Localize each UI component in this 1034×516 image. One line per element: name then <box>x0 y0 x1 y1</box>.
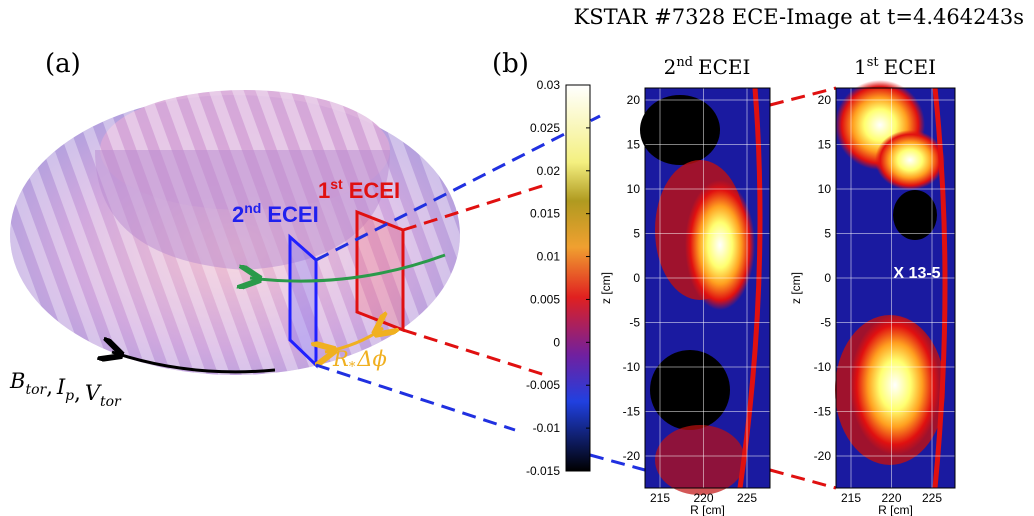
separator: , <box>74 381 81 405</box>
y-tick-label: 10 <box>627 182 641 196</box>
flow-label: Btor,Ip,Vtor <box>9 369 122 410</box>
subscript: tor <box>25 382 47 398</box>
colorbar-tick-label: -0.015 <box>526 464 560 478</box>
annotation: X 13-5 <box>893 265 940 282</box>
y-tick-label: -20 <box>623 449 641 463</box>
y-tick-label: 0 <box>633 271 640 285</box>
y-tick-label: 10 <box>818 182 832 196</box>
y-axis-label: z [cm] <box>789 272 803 304</box>
colorbar <box>566 85 590 471</box>
panel-label: (a) <box>45 49 81 79</box>
x-tick-label: 225 <box>922 491 942 505</box>
colorbar-tick-label: 0 <box>553 335 560 349</box>
y-tick-label: 20 <box>818 93 832 107</box>
y-tick-label: 0 <box>824 271 831 285</box>
x-axis-label: R [cm] <box>690 503 725 516</box>
colorbar-tick-label: 0.015 <box>530 207 560 221</box>
shift-label: R*Δϕ <box>332 347 387 375</box>
page: KSTAR #7328 ECE-Image at t=4.464243s (a)… <box>0 0 1034 516</box>
x-tick-label: 215 <box>650 491 670 505</box>
colorbar-tick-label: -0.01 <box>533 421 561 435</box>
title: KSTAR #7328 ECE-Image at t=4.464243s <box>574 5 1024 29</box>
y-tick-label: 20 <box>627 93 641 107</box>
subscript: tor <box>100 394 122 410</box>
colorbar-tick-label: 0.01 <box>537 250 561 264</box>
y-tick-label: -10 <box>814 360 832 374</box>
separator: , <box>46 375 53 399</box>
y-tick-label: -10 <box>623 360 641 374</box>
x-axis-label: R [cm] <box>878 503 913 516</box>
y-tick-label: 15 <box>818 138 832 152</box>
second-plane <box>290 237 316 365</box>
figure: KSTAR #7328 ECE-Image at t=4.464243s (a)… <box>0 0 1034 516</box>
y-tick-label: 5 <box>824 227 831 241</box>
colorbar-tick-label: 0.03 <box>537 78 561 92</box>
y-tick-label: 15 <box>627 138 641 152</box>
y-tick-label: -15 <box>814 405 832 419</box>
colorbar-tick-label: -0.005 <box>526 378 560 392</box>
image-1st <box>835 80 955 488</box>
subscript: p <box>65 388 74 404</box>
symbol: B <box>9 369 25 393</box>
y-tick-label: -5 <box>820 316 831 330</box>
y-tick-label: -15 <box>623 405 641 419</box>
panel-label: (b) <box>492 49 529 79</box>
colorbar-tick-label: 0.025 <box>530 121 560 135</box>
colorbar-tick-label: 0.02 <box>537 164 561 178</box>
y-tick-label: 5 <box>633 227 640 241</box>
colorbar-tick-label: 0.005 <box>530 292 560 306</box>
y-axis-label: z [cm] <box>599 272 613 304</box>
x-tick-label: 225 <box>737 491 757 505</box>
y-tick-label: -5 <box>629 316 640 330</box>
y-tick-label: -20 <box>814 449 832 463</box>
x-tick-label: 215 <box>841 491 861 505</box>
